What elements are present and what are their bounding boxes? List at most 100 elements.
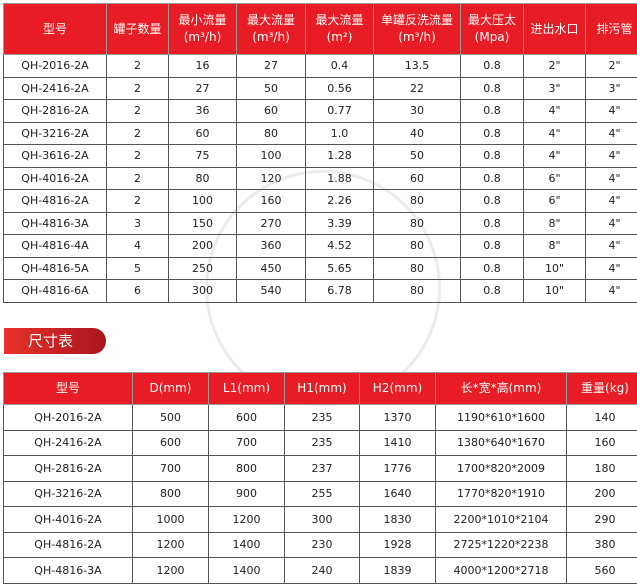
table-cell: 1200 bbox=[208, 506, 285, 533]
column-header: 最大压太 (Mpa) bbox=[460, 3, 524, 55]
table-cell: 2 bbox=[106, 99, 169, 123]
table-cell: 100 bbox=[236, 144, 306, 168]
table-cell: 300 bbox=[168, 279, 237, 303]
size-table: 型号 D(mm) L1(mm) H1(mm) H2(mm) 长*宽*高(mm) 重量(kg)… bbox=[3, 372, 637, 584]
table-cell: 2725*1220*2238 bbox=[435, 531, 567, 558]
table-row: QH-4816-2A 1200 1400 230 1928 2725*1220*2238 3… bbox=[3, 531, 637, 558]
table-cell: 4 bbox=[106, 234, 169, 258]
table-cell: 60 bbox=[168, 121, 237, 145]
table-cell: QH-4016-2A bbox=[3, 506, 133, 533]
table-cell: 4" bbox=[523, 144, 586, 168]
table-cell: 1830 bbox=[359, 506, 436, 533]
table-cell: 2 bbox=[106, 166, 169, 190]
table-cell: 160 bbox=[566, 429, 637, 456]
header-line: (m³/h) bbox=[398, 30, 436, 44]
table-cell: 230 bbox=[284, 531, 360, 558]
table-cell: 2 bbox=[106, 76, 169, 100]
table-cell: 3" bbox=[523, 76, 586, 100]
table-cell: 380 bbox=[566, 531, 637, 558]
table-cell: 1770*820*1910 bbox=[435, 480, 567, 507]
header-line: 最小流量 bbox=[178, 13, 227, 27]
table-cell: 80 bbox=[373, 211, 461, 235]
table-cell: 80 bbox=[373, 279, 461, 303]
table-row: QH-2816-2A 700 800 237 1776 1700*820*2009 180 bbox=[3, 455, 637, 482]
table-cell: QH-3216-2A bbox=[3, 480, 133, 507]
column-header: 最大流量 (m³/h) bbox=[236, 3, 306, 55]
table-cell: 50 bbox=[236, 76, 306, 100]
column-header: 型号 bbox=[3, 372, 133, 405]
table-cell: 4" bbox=[585, 99, 637, 123]
table-row: QH-2016-2A 2 16 27 0.4 13.5 0.8 2" 2" bbox=[3, 54, 637, 78]
table-cell: 600 bbox=[132, 429, 209, 456]
table-cell: 290 bbox=[566, 506, 637, 533]
table-cell: 180 bbox=[566, 455, 637, 482]
table-cell: 1410 bbox=[359, 429, 436, 456]
table-cell: 1700*820*2009 bbox=[435, 455, 567, 482]
table-cell: QH-4016-2A bbox=[3, 166, 107, 190]
table-cell: 160 bbox=[236, 189, 306, 213]
table-cell: 800 bbox=[132, 480, 209, 507]
table-cell: 0.8 bbox=[460, 76, 524, 100]
table-cell: QH-4816-5A bbox=[3, 256, 107, 280]
table-cell: 700 bbox=[132, 455, 209, 482]
table-row: QH-4816-5A 5 250 450 5.65 80 0.8 10" 4" bbox=[3, 256, 637, 280]
column-header: 型号 bbox=[3, 3, 107, 55]
header-line: (m³/h) bbox=[252, 30, 290, 44]
table-cell: 1000 bbox=[132, 506, 209, 533]
table-cell: 10" bbox=[523, 256, 586, 280]
table-cell: QH-4816-6A bbox=[3, 279, 107, 303]
table-cell: 2200*1010*2104 bbox=[435, 506, 567, 533]
column-header: 排污管 bbox=[585, 3, 637, 55]
table-cell: 240 bbox=[284, 557, 360, 584]
table-row: QH-4816-2A 2 100 160 2.26 80 0.8 6" 4" bbox=[3, 189, 637, 213]
table-cell: QH-2016-2A bbox=[3, 404, 133, 431]
table-cell: 200 bbox=[566, 480, 637, 507]
column-header: 进出水口 bbox=[523, 3, 586, 55]
table-cell: 2.26 bbox=[305, 189, 374, 213]
table-cell: 1839 bbox=[359, 557, 436, 584]
table-cell: 6" bbox=[523, 189, 586, 213]
table-cell: 0.8 bbox=[460, 234, 524, 258]
header-line: (m³/h) bbox=[183, 30, 222, 44]
table-cell: 800 bbox=[208, 455, 285, 482]
column-header: 重量(kg) bbox=[566, 372, 637, 405]
table-cell: 1928 bbox=[359, 531, 436, 558]
table-cell: 4" bbox=[585, 144, 637, 168]
table-cell: 5.65 bbox=[305, 256, 374, 280]
table-cell: QH-2816-2A bbox=[3, 455, 133, 482]
table-cell: 360 bbox=[236, 234, 306, 258]
table-cell: QH-2416-2A bbox=[3, 429, 133, 456]
table-cell: 140 bbox=[566, 404, 637, 431]
table-cell: 1776 bbox=[359, 455, 436, 482]
header-line: 进出水口 bbox=[530, 21, 579, 36]
table-row: QH-4016-2A 1000 1200 300 1830 2200*1010*2104 2… bbox=[3, 506, 637, 533]
header-line: 罐子数量 bbox=[113, 21, 162, 36]
header-line: (Mpa) bbox=[474, 30, 510, 44]
table-row: QH-3216-2A 800 900 255 1640 1770*820*1910 200 bbox=[3, 480, 637, 507]
column-header: 单罐反洗流量 (m³/h) bbox=[373, 3, 461, 55]
table-cell: 235 bbox=[284, 429, 360, 456]
table-cell: 16 bbox=[168, 54, 237, 78]
table-cell: 4" bbox=[585, 279, 637, 303]
table-cell: 6.78 bbox=[305, 279, 374, 303]
table-cell: 8" bbox=[523, 211, 586, 235]
table-cell: 4.52 bbox=[305, 234, 374, 258]
table-cell: 10" bbox=[523, 279, 586, 303]
table-cell: 4" bbox=[585, 166, 637, 190]
table-cell: QH-3216-2A bbox=[3, 121, 107, 145]
table-cell: 6" bbox=[523, 166, 586, 190]
table-cell: 4" bbox=[523, 99, 586, 123]
table-cell: 36 bbox=[168, 99, 237, 123]
table-cell: 1400 bbox=[208, 531, 285, 558]
table-cell: 2" bbox=[523, 54, 586, 78]
table-cell: QH-4816-2A bbox=[3, 531, 133, 558]
table-cell: 27 bbox=[236, 54, 306, 78]
table-cell: 200 bbox=[168, 234, 237, 258]
table-cell: 1640 bbox=[359, 480, 436, 507]
table-cell: 22 bbox=[373, 76, 461, 100]
table-cell: QH-3616-2A bbox=[3, 144, 107, 168]
table-cell: QH-2416-2A bbox=[3, 76, 107, 100]
column-header: L1(mm) bbox=[208, 372, 285, 405]
table-cell: 6 bbox=[106, 279, 169, 303]
table-cell: 2 bbox=[106, 144, 169, 168]
